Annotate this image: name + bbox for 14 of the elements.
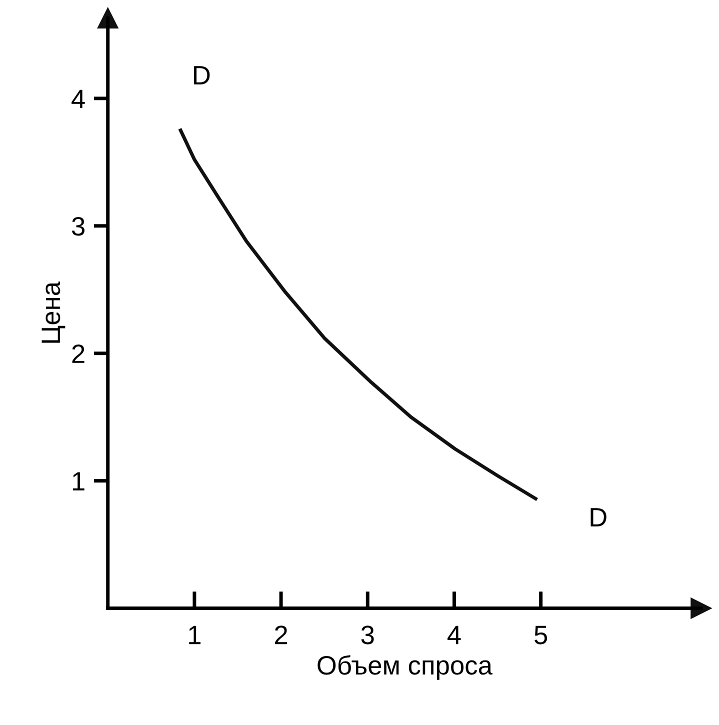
x-tick-label: 2 <box>275 626 288 644</box>
annotation: D <box>194 66 210 84</box>
x-tick-label: 1 <box>189 626 200 644</box>
y-tick-label: 1 <box>72 472 84 490</box>
annotation: D <box>590 508 606 526</box>
x-tick-label: 5 <box>534 626 548 644</box>
line-series <box>178 128 538 500</box>
x-tick-label: 4 <box>448 626 461 644</box>
y-axis-title: Цена <box>42 281 66 343</box>
y-tick-label: 4 <box>72 90 85 108</box>
y-tick-label: 2 <box>72 344 84 363</box>
x-tick-label: 3 <box>361 626 374 644</box>
x-axis-title: Объем спроса <box>318 655 492 680</box>
y-tick-label: 3 <box>72 217 84 236</box>
